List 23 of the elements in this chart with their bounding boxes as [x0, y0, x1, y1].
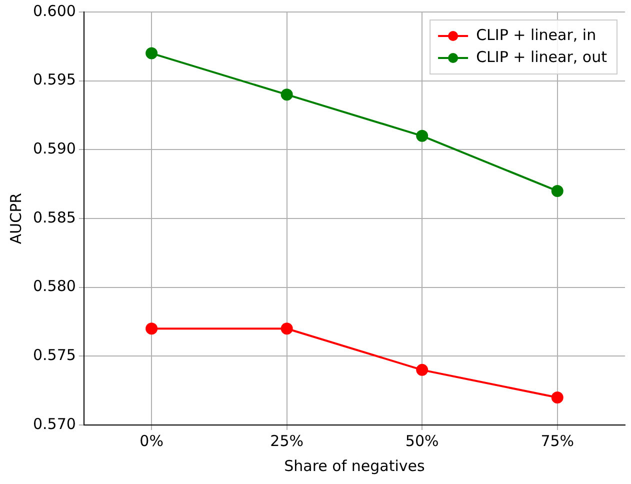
point: [146, 322, 158, 335]
legend-label: CLIP + linear, out: [476, 48, 608, 66]
y-axis-title: AUCPR: [6, 192, 25, 244]
x-axis-title: Share of negatives: [284, 456, 426, 475]
point: [551, 184, 564, 197]
legend-label: CLIP + linear, in: [476, 26, 596, 44]
point: [280, 322, 293, 335]
point: [551, 391, 564, 404]
x-tick-label: 0%: [140, 432, 164, 450]
y-tick-label: 0.600: [32, 2, 76, 20]
point: [146, 47, 158, 60]
point: [416, 364, 428, 376]
x-tick-label: 25%: [270, 432, 304, 450]
point: [416, 130, 428, 142]
y-tick-label: 0.590: [32, 140, 76, 158]
x-tick-label: 75%: [540, 432, 574, 450]
x-tick-label: 50%: [405, 432, 439, 450]
y-tick-label: 0.585: [32, 208, 76, 226]
y-tick-label: 0.580: [32, 277, 76, 296]
y-tick-label: 0.575: [32, 346, 76, 364]
y-tick-label: 0.595: [32, 70, 76, 89]
y-tick-label: 0.570: [32, 414, 76, 433]
point: [280, 88, 293, 101]
